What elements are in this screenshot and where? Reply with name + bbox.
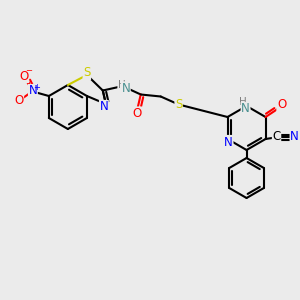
Text: C: C (272, 130, 281, 143)
Text: +: + (33, 82, 40, 91)
Text: N: N (122, 82, 130, 95)
Text: O: O (132, 107, 141, 120)
Text: H: H (239, 97, 246, 107)
Text: N: N (224, 136, 233, 148)
Text: −: − (26, 67, 32, 76)
Text: S: S (175, 98, 182, 111)
Text: O: O (14, 94, 23, 106)
Text: O: O (277, 98, 286, 112)
Text: N: N (241, 103, 250, 116)
Text: O: O (19, 70, 28, 83)
Text: N: N (28, 85, 37, 98)
Text: N: N (100, 100, 108, 113)
Text: N: N (290, 130, 299, 143)
Text: H: H (118, 80, 126, 89)
Text: S: S (83, 67, 91, 80)
